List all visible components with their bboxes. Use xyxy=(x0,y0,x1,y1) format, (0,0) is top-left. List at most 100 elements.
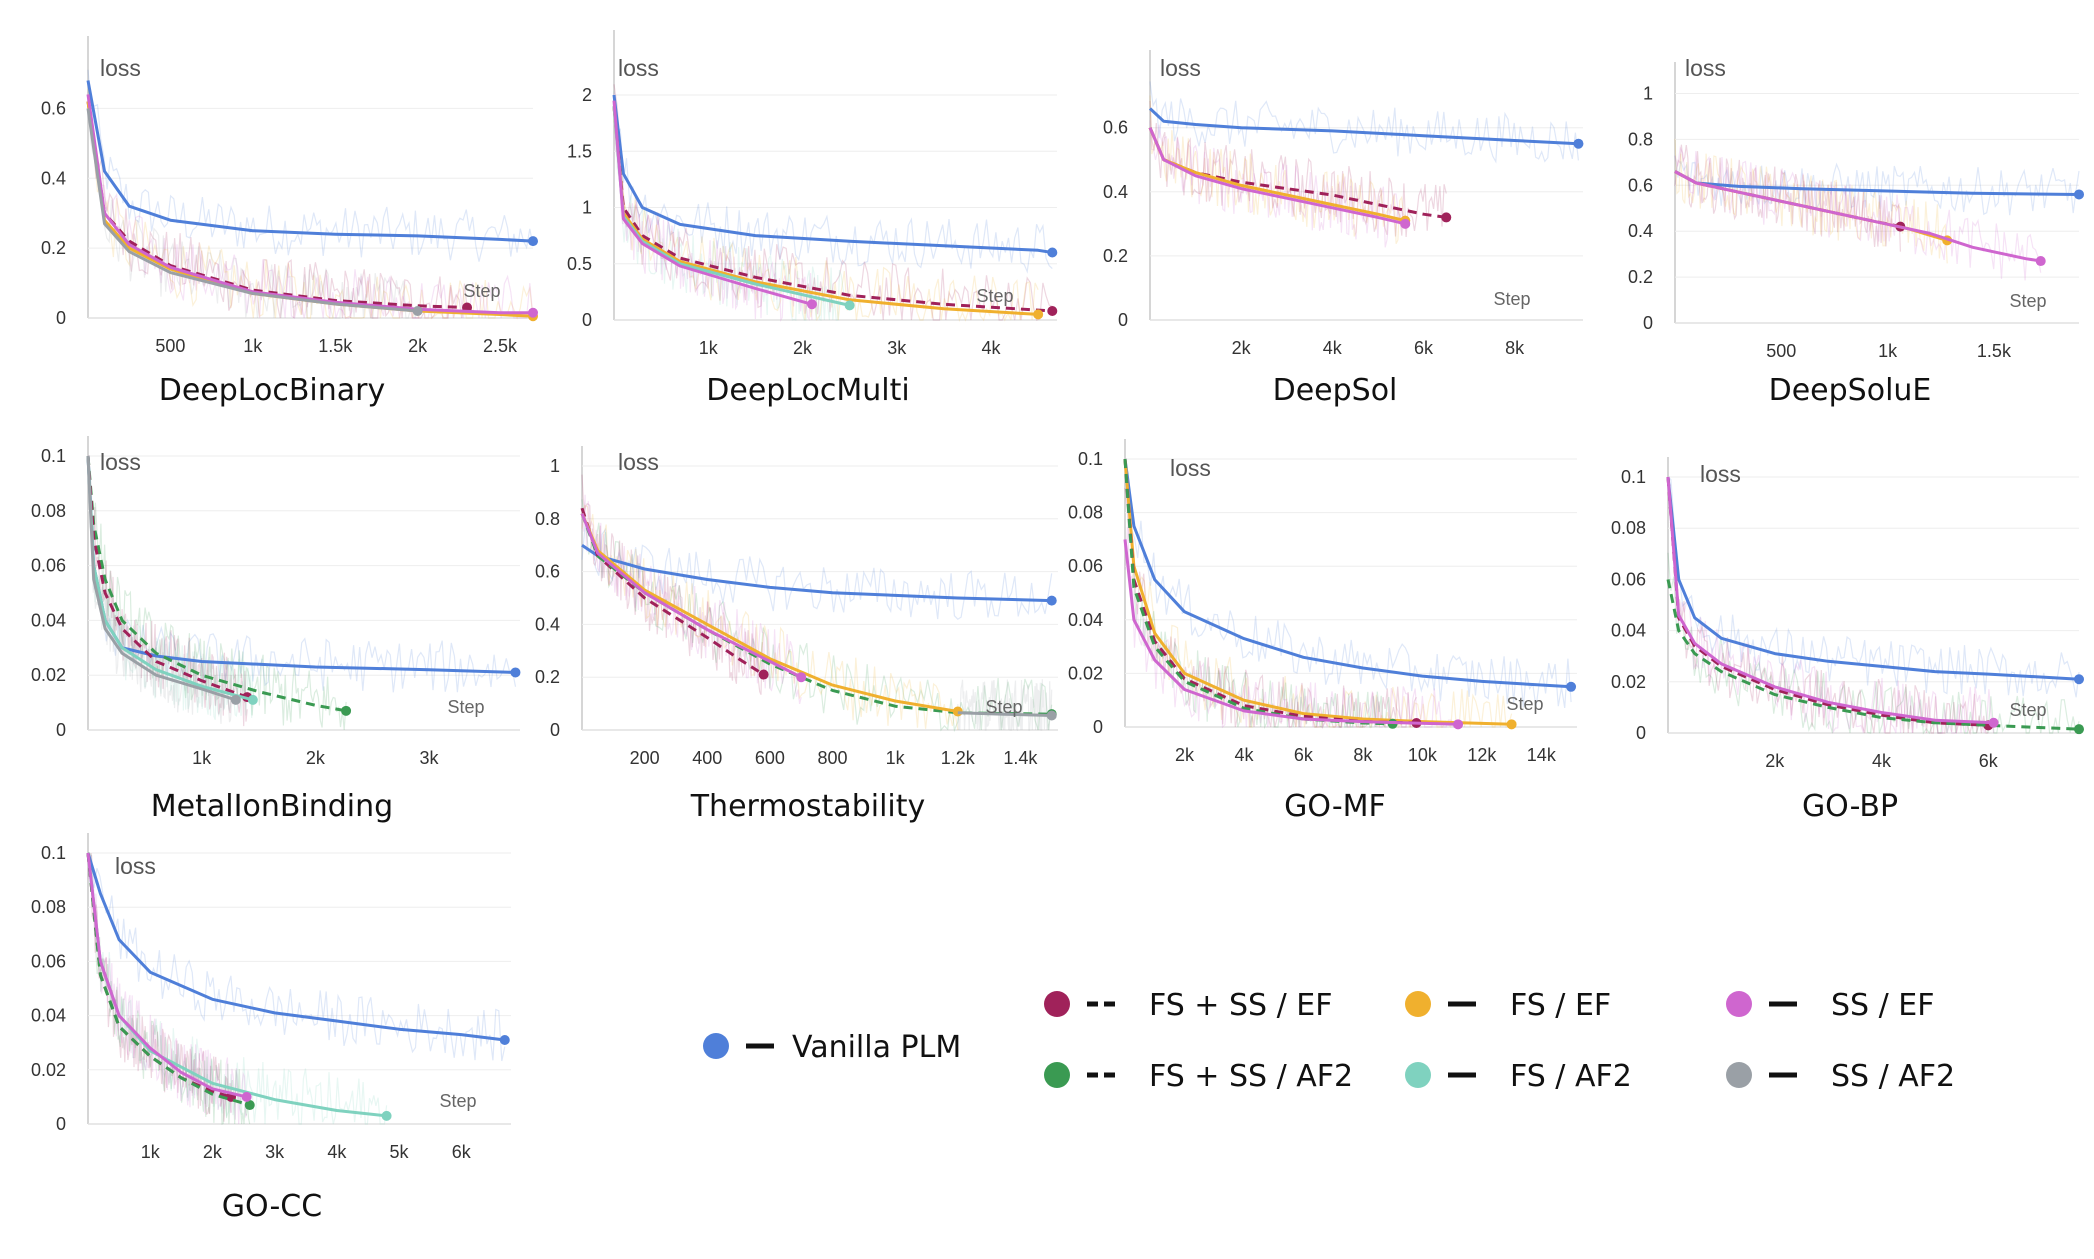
end-point-fs-ss-ef xyxy=(1047,306,1058,316)
y-tick-label: 0.02 xyxy=(31,665,66,685)
legend-label: SS / EF xyxy=(1831,988,1934,1023)
y-tick-label: 0.4 xyxy=(535,614,560,634)
legend-item-fs-ef: FS / EF xyxy=(1405,988,1611,1023)
x-tick-label: 2k xyxy=(408,336,428,356)
legend-item-vanilla-plm: Vanilla PLM xyxy=(703,1030,961,1065)
y-tick-label: 0 xyxy=(1636,723,1646,743)
end-point-fs-ss-ef xyxy=(758,669,769,680)
end-point-ss-ef xyxy=(528,307,538,318)
end-point-vanilla-plm xyxy=(1566,681,1577,692)
x-tick-label: 2k xyxy=(1232,338,1252,358)
chart-title: GO-BP xyxy=(1802,789,1898,824)
end-point-ss-af2 xyxy=(1046,710,1057,721)
y-tick-label: 0.4 xyxy=(41,168,66,188)
x-tick-label: 6k xyxy=(1979,751,1999,771)
series-line-vanilla-plm xyxy=(1666,476,2080,681)
y-tick-label: 0.2 xyxy=(41,238,66,258)
series-line-ss-ef xyxy=(580,512,802,679)
end-point-fs-ss-af2 xyxy=(244,1100,255,1111)
y-tick-label: 1 xyxy=(582,198,592,218)
y-tick-label: 0.02 xyxy=(31,1060,66,1080)
raw-noise-ss-ef xyxy=(1667,494,1995,734)
chart-title: MetalIonBinding xyxy=(151,789,393,824)
y-tick-label: 0.8 xyxy=(535,509,560,529)
x-axis-label: Step xyxy=(976,286,1013,306)
series-line-fs-ss-ef xyxy=(580,507,765,676)
series-line-ss-af2 xyxy=(86,455,237,702)
x-tick-label: 200 xyxy=(630,748,660,768)
end-point-vanilla-plm xyxy=(1047,247,1058,258)
raw-noise-fs-ss-ef xyxy=(87,106,468,320)
y-tick-label: 0.06 xyxy=(31,556,66,576)
x-tick-label: 12k xyxy=(1467,745,1497,765)
raw-noise-fs-ef xyxy=(87,88,534,320)
end-point-ss-ef xyxy=(2035,256,2046,267)
chart-title: GO-MF xyxy=(1284,789,1386,824)
x-tick-label: 8k xyxy=(1353,745,1373,765)
x-tick-label: 14k xyxy=(1527,745,1557,765)
legend-marker xyxy=(1405,1062,1431,1088)
x-tick-label: 400 xyxy=(692,748,722,768)
y-axis-label: loss xyxy=(1160,55,1201,81)
chart-go-mf: 0 0.02 0.04 0.06 0.08 0.1 2k 4k 6k 8k 10k 12k 14k los… xyxy=(1068,439,1577,824)
legend-label: FS + SS / AF2 xyxy=(1149,1059,1353,1094)
end-point-ss-ef xyxy=(1400,218,1411,229)
y-tick-label: 0.02 xyxy=(1068,663,1103,683)
series-line-ss-ef xyxy=(86,852,247,1099)
end-point-vanilla-plm xyxy=(2074,674,2084,685)
end-point-ss-af2 xyxy=(230,694,241,705)
plot-area xyxy=(1675,82,2079,323)
legend-label: FS / EF xyxy=(1510,988,1611,1023)
legend-marker xyxy=(1726,991,1752,1017)
x-tick-label: 1k xyxy=(1878,341,1898,361)
x-tick-label: 3k xyxy=(420,748,440,768)
chart-deepsol: 0 0.2 0.4 0.6 2k 4k 6k 8k loss Step DeepSol xyxy=(1103,50,1584,408)
raw-noise-fs-ef xyxy=(1149,95,1406,244)
series-line-fs-ss-af2 xyxy=(86,455,347,713)
x-tick-label: 10k xyxy=(1408,745,1438,765)
y-tick-label: 0.06 xyxy=(31,951,66,971)
y-tick-label: 0.2 xyxy=(535,667,560,687)
y-tick-label: 0.6 xyxy=(41,98,66,118)
raw-noise-vanilla-plm xyxy=(87,69,534,262)
raw-noise-vanilla-plm xyxy=(87,455,517,693)
y-tick-label: 1.5 xyxy=(567,141,592,161)
chart-deeplocmulti: 0 0.5 1 1.5 2 1k 2k 3k 4k loss Step DeepLocMulti xyxy=(567,30,1058,408)
legend-marker xyxy=(1405,991,1431,1017)
chart-title: DeepLocBinary xyxy=(159,373,386,408)
series-line-ss-af2 xyxy=(86,108,418,313)
x-tick-label: 1k xyxy=(141,1142,161,1162)
y-tick-label: 0 xyxy=(1093,717,1103,737)
y-tick-label: 0.04 xyxy=(1611,621,1646,641)
x-tick-label: 2k xyxy=(203,1142,223,1162)
chart-deepsolue: 0 0.2 0.4 0.6 0.8 1 500 1k 1.5k loss Step DeepSoluE xyxy=(1628,55,2084,408)
y-tick-label: 0 xyxy=(1118,310,1128,330)
y-axis-label: loss xyxy=(618,449,659,475)
end-point-ss-ef xyxy=(1988,717,1999,728)
y-tick-label: 1 xyxy=(550,456,560,476)
y-tick-label: 0 xyxy=(1643,313,1653,333)
end-point-fs-af2 xyxy=(844,300,855,311)
end-point-ss-ef xyxy=(806,299,817,310)
x-tick-label: 6k xyxy=(452,1142,472,1162)
plot-area xyxy=(1150,70,1583,320)
plot-area xyxy=(1668,477,2079,733)
y-axis-label: loss xyxy=(1685,55,1726,81)
x-tick-label: 1k xyxy=(699,338,719,358)
raw-noise-vanilla-plm xyxy=(1124,466,1572,708)
series-line-vanilla-plm xyxy=(612,94,1053,254)
x-tick-label: 1.5k xyxy=(318,336,353,356)
raw-noise-vanilla-plm xyxy=(1667,476,2080,698)
legend-label: SS / AF2 xyxy=(1831,1059,1955,1094)
series-line-fs-ef xyxy=(580,512,959,713)
x-axis-label: Step xyxy=(463,281,500,301)
x-tick-label: 1.4k xyxy=(1003,748,1038,768)
legend-label: FS / AF2 xyxy=(1510,1059,1632,1094)
raw-noise-fs-ss-ef xyxy=(1674,144,1901,252)
y-tick-label: 0.2 xyxy=(1103,246,1128,266)
series-line-fs-ss-ef xyxy=(86,101,468,309)
y-tick-label: 0.5 xyxy=(567,254,592,274)
series-line-ss-af2 xyxy=(957,711,1052,717)
y-tick-label: 0.4 xyxy=(1103,182,1128,202)
x-tick-label: 4k xyxy=(982,338,1002,358)
